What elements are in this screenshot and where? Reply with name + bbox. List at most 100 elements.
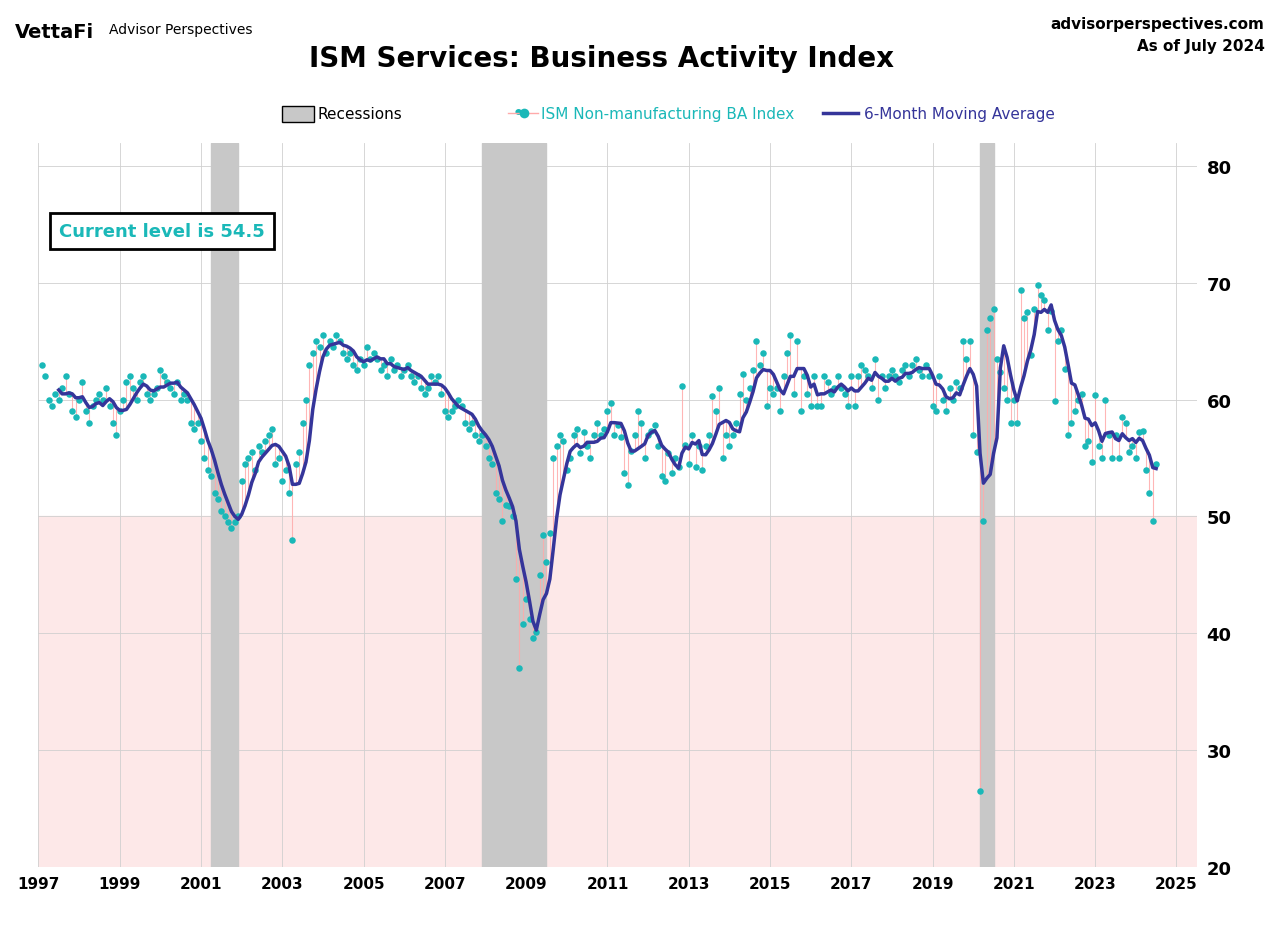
- Point: [123, 381, 143, 396]
- Point: [1055, 362, 1075, 377]
- Point: [763, 387, 783, 401]
- Point: [300, 358, 320, 373]
- Point: [72, 375, 92, 390]
- Point: [390, 370, 411, 385]
- Point: [411, 381, 431, 396]
- Point: [865, 352, 886, 367]
- Point: [804, 370, 824, 385]
- Point: [506, 573, 526, 588]
- Bar: [483, 144, 547, 867]
- Point: [380, 352, 401, 367]
- Point: [652, 469, 672, 484]
- Point: [157, 375, 178, 390]
- Point: [82, 399, 102, 413]
- Point: [100, 399, 120, 413]
- Point: [150, 363, 170, 378]
- Point: [814, 370, 835, 385]
- Point: [820, 387, 841, 401]
- Point: [259, 428, 279, 443]
- Point: [627, 404, 648, 419]
- Point: [472, 428, 493, 443]
- Point: [882, 363, 902, 378]
- Point: [438, 411, 458, 425]
- Point: [600, 397, 621, 412]
- Point: [594, 422, 614, 437]
- Point: [232, 475, 252, 489]
- Point: [777, 346, 797, 361]
- Point: [1135, 463, 1156, 477]
- Point: [127, 393, 147, 408]
- Point: [993, 381, 1014, 396]
- Point: [468, 434, 489, 449]
- Point: [672, 379, 692, 394]
- Point: [963, 428, 983, 443]
- Point: [191, 434, 211, 449]
- Point: [952, 335, 973, 349]
- Point: [858, 370, 878, 385]
- Point: [35, 370, 55, 385]
- Point: [273, 475, 293, 489]
- Point: [428, 370, 448, 385]
- Point: [1078, 434, 1098, 449]
- Point: [675, 438, 695, 453]
- Point: [709, 381, 730, 396]
- Point: [479, 451, 499, 466]
- Point: [987, 352, 1007, 367]
- Point: [580, 451, 600, 466]
- Point: [1125, 451, 1146, 466]
- Point: [1082, 454, 1102, 469]
- Point: [557, 463, 577, 477]
- Point: [1041, 304, 1061, 319]
- Point: [337, 352, 357, 367]
- Point: [238, 451, 259, 466]
- Point: [1092, 451, 1112, 466]
- Point: [855, 363, 876, 378]
- Point: [343, 358, 364, 373]
- Point: [980, 311, 1001, 326]
- Point: [442, 404, 462, 419]
- Point: [234, 457, 255, 472]
- Point: [861, 381, 882, 396]
- Point: [895, 358, 915, 373]
- Point: [154, 370, 174, 385]
- Point: [983, 302, 1004, 317]
- Point: [740, 381, 760, 396]
- Point: [1065, 404, 1085, 419]
- Point: [339, 346, 360, 361]
- Point: [991, 365, 1011, 380]
- Point: [458, 422, 479, 437]
- Point: [493, 514, 513, 529]
- Point: [444, 399, 465, 413]
- Point: [577, 439, 598, 454]
- Point: [177, 393, 197, 408]
- Point: [526, 625, 547, 640]
- Text: 6-Month Moving Average: 6-Month Moving Average: [864, 107, 1055, 121]
- Bar: [38, 517, 1197, 867]
- Point: [645, 418, 666, 433]
- Point: [563, 428, 584, 443]
- Point: [966, 445, 987, 460]
- Point: [197, 463, 218, 477]
- Point: [732, 367, 753, 382]
- Point: [289, 445, 310, 460]
- Point: [705, 404, 726, 419]
- Point: [516, 592, 536, 607]
- Point: [102, 416, 123, 431]
- Point: [160, 381, 180, 396]
- Point: [133, 370, 154, 385]
- Point: [65, 411, 86, 425]
- Point: [607, 418, 627, 433]
- Point: [716, 428, 736, 443]
- Point: [1051, 323, 1071, 337]
- Text: advisorperspectives.com: advisorperspectives.com: [1051, 17, 1265, 32]
- Point: [1129, 425, 1149, 440]
- Point: [462, 416, 483, 431]
- Point: [835, 387, 855, 401]
- Point: [794, 370, 814, 385]
- Point: [364, 346, 384, 361]
- Point: [489, 492, 509, 507]
- Point: [929, 370, 950, 385]
- Point: [1071, 387, 1092, 401]
- Point: [431, 387, 452, 401]
- Point: [330, 335, 351, 349]
